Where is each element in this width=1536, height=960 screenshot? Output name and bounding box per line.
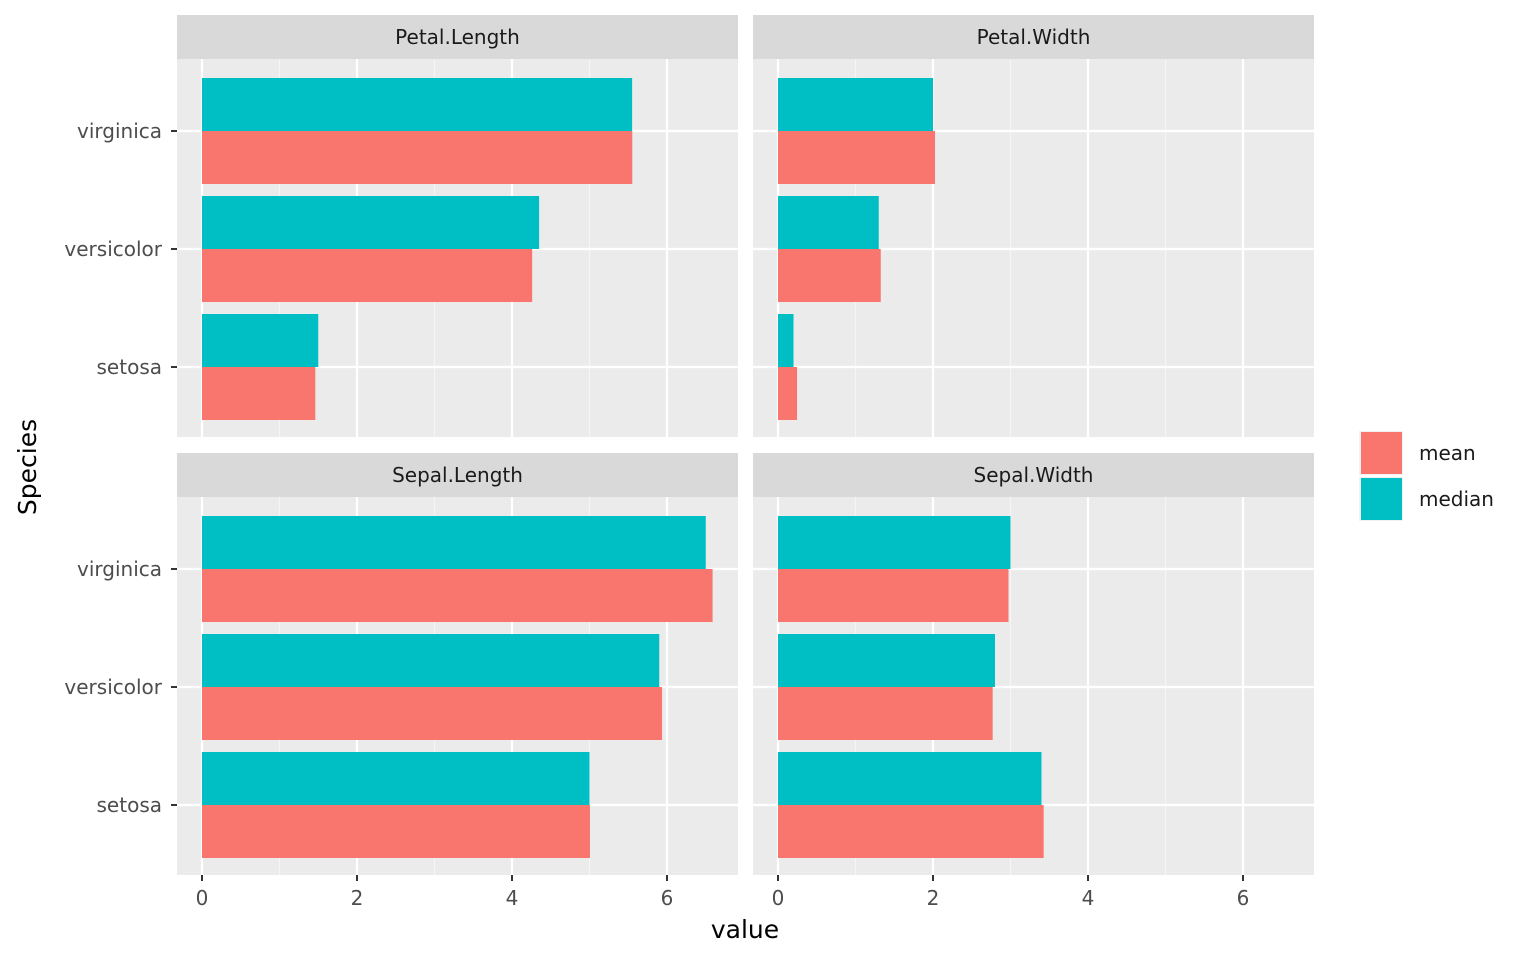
bar-median-versicolor	[202, 196, 540, 249]
legend-label-mean: mean	[1419, 441, 1476, 465]
x-tick-label: 0	[196, 886, 209, 910]
facet-strip	[177, 453, 738, 497]
bar-mean-setosa	[202, 805, 590, 858]
bar-mean-setosa	[778, 805, 1044, 858]
bar-median-setosa	[778, 314, 794, 367]
bar-mean-setosa	[202, 367, 316, 420]
legend-key-median	[1361, 478, 1402, 520]
bar-mean-virginica	[202, 131, 633, 184]
x-tick-label: 0	[772, 886, 785, 910]
bar-median-versicolor	[778, 634, 995, 687]
x-axis-title: value	[711, 915, 779, 944]
bar-median-virginica	[778, 516, 1011, 569]
bar-mean-versicolor	[202, 249, 533, 302]
bar-mean-virginica	[202, 569, 713, 622]
facet-strip-label: Petal.Width	[977, 25, 1091, 49]
y-tick-label: setosa	[97, 355, 162, 379]
bar-mean-virginica	[778, 569, 1009, 622]
facet-strip	[753, 15, 1314, 59]
bar-median-virginica	[778, 78, 933, 131]
bar-mean-versicolor	[778, 687, 993, 740]
x-tick-label: 4	[1082, 886, 1095, 910]
facet-panel-sepal-width: Sepal.Width	[753, 453, 1314, 875]
bar-mean-versicolor	[778, 249, 881, 302]
facet-panel-petal-length: Petal.Length	[177, 15, 738, 437]
bar-median-versicolor	[202, 634, 660, 687]
y-axis-title: Species	[13, 419, 42, 515]
x-tick-label: 4	[506, 886, 519, 910]
facet-strip	[177, 15, 738, 59]
legend-key-mean	[1361, 432, 1402, 474]
x-tick-label: 6	[661, 886, 674, 910]
facet-strip-label: Sepal.Length	[392, 463, 523, 487]
y-tick-label: virginica	[77, 119, 162, 143]
bar-median-setosa	[202, 752, 590, 805]
bar-median-setosa	[778, 752, 1042, 805]
y-tick-label: setosa	[97, 793, 162, 817]
bar-median-versicolor	[778, 196, 879, 249]
bar-mean-virginica	[778, 131, 936, 184]
bar-median-setosa	[202, 314, 319, 367]
bar-median-virginica	[202, 516, 706, 569]
legend-label-median: median	[1419, 487, 1494, 511]
facet-panel-sepal-length: Sepal.Length	[177, 453, 738, 875]
bar-mean-versicolor	[202, 687, 663, 740]
facet-strip	[753, 453, 1314, 497]
x-tick-label: 2	[927, 886, 940, 910]
x-tick-label: 6	[1237, 886, 1250, 910]
y-tick-label: virginica	[77, 557, 162, 581]
y-tick-label: versicolor	[64, 237, 162, 261]
x-tick-label: 2	[351, 886, 364, 910]
facet-panels: Petal.Length Petal.Width Sepal.Length Sepal…	[177, 15, 1314, 875]
facet-strip-label: Petal.Length	[395, 25, 520, 49]
y-tick-label: versicolor	[64, 675, 162, 699]
legend: mean median	[1359, 431, 1494, 521]
bar-mean-setosa	[778, 367, 798, 420]
axes: setosa versicolor virginica setosa versicolo…	[64, 119, 1249, 910]
facet-panel-petal-width: Petal.Width	[753, 15, 1314, 437]
bar-median-virginica	[202, 78, 633, 131]
facet-strip-label: Sepal.Width	[974, 463, 1094, 487]
